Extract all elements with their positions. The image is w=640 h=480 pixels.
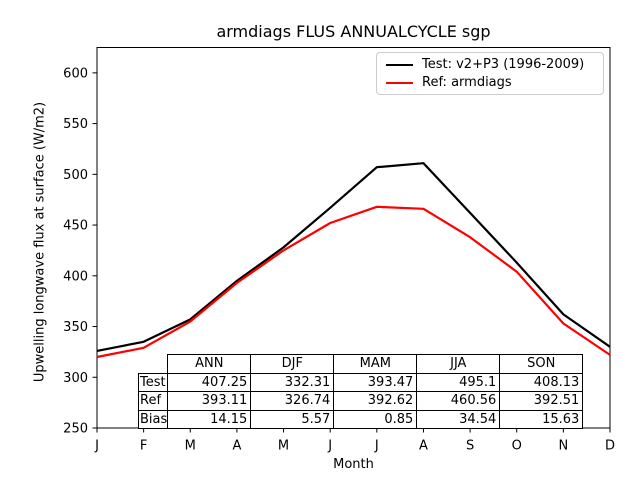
x-tick-label: J [327,439,332,454]
table-cell: 495.1 [416,372,501,392]
x-tick-label: A [419,439,428,454]
x-tick-label: D [605,439,615,454]
table-row-header: Test [137,372,169,392]
y-tick-label: 600 [63,66,88,81]
table-col-header: ANN [167,354,252,374]
table-corner-cell [139,355,168,374]
ref-line [96,205,611,359]
table-cell: 326.74 [250,391,335,411]
table-row: Bias 14.15 5.57 0.85 34.54 15.63 [137,409,584,429]
table-row: Ref 393.11 326.74 392.62 460.56 392.51 [137,391,584,411]
x-tick-label: O [512,439,522,454]
chart-title: armdiags FLUS ANNUALCYCLE sgp [216,22,491,41]
x-tick-label: A [232,439,241,454]
y-tick-label: 550 [63,117,88,132]
x-tick-label: M [185,439,196,454]
test-line [96,162,611,352]
y-tick-label: 400 [63,269,88,284]
x-tick-label: J [94,439,99,454]
table-col-header: MAM [333,354,418,374]
y-tick-label: 300 [63,371,88,386]
table-row-header: Ref [137,391,169,411]
x-tick-label: N [558,439,568,454]
table-cell: 393.11 [167,391,252,411]
y-axis-label: Upwelling longwave flux at surface (W/m2… [32,101,48,383]
table-cell: 407.25 [167,372,252,392]
table-cell: 5.57 [250,409,335,429]
legend-label-ref: Ref: armdiags [422,75,512,90]
table-cell: 0.85 [333,409,418,429]
legend-entry-ref: Ref: armdiags [386,76,603,89]
table-cell: 393.47 [333,372,418,392]
test-line-swatch [386,63,413,66]
summary-table: ANN DJF MAM JJA SON Test 407.25 332.31 393.47 495… [137,354,584,429]
table-cell: 392.62 [333,391,418,411]
table-cell: 332.31 [250,372,335,392]
y-tick-label: 250 [63,422,88,437]
table-col-header: SON [499,354,584,374]
x-tick-label: J [374,439,379,454]
legend-label-test: Test: v2+P3 (1996-2009) [422,57,585,72]
x-tick-label: F [140,439,147,454]
table-col-header: DJF [250,354,335,374]
legend: Test: v2+P3 (1996-2009) Ref: armdiags [376,52,604,95]
y-tick-label: 350 [63,320,88,335]
x-tick-label: M [278,439,289,454]
y-tick-label: 500 [63,168,88,183]
table-cell: 392.51 [499,391,584,411]
table-cell: 408.13 [499,372,584,392]
table-cell: 15.63 [499,409,584,429]
table-row-header: Bias [137,409,169,429]
x-axis-label: Month [333,457,374,472]
table-cell: 460.56 [416,391,501,411]
ref-line-swatch [386,81,413,84]
table-cell: 14.15 [167,409,252,429]
x-tick-label: S [466,439,474,454]
table-row: Test 407.25 332.31 393.47 495.1 408.13 [137,372,584,392]
legend-entry-test: Test: v2+P3 (1996-2009) [386,58,603,71]
table-cell: 34.54 [416,409,501,429]
y-tick-label: 450 [63,219,88,234]
table-col-header: JJA [416,354,501,374]
